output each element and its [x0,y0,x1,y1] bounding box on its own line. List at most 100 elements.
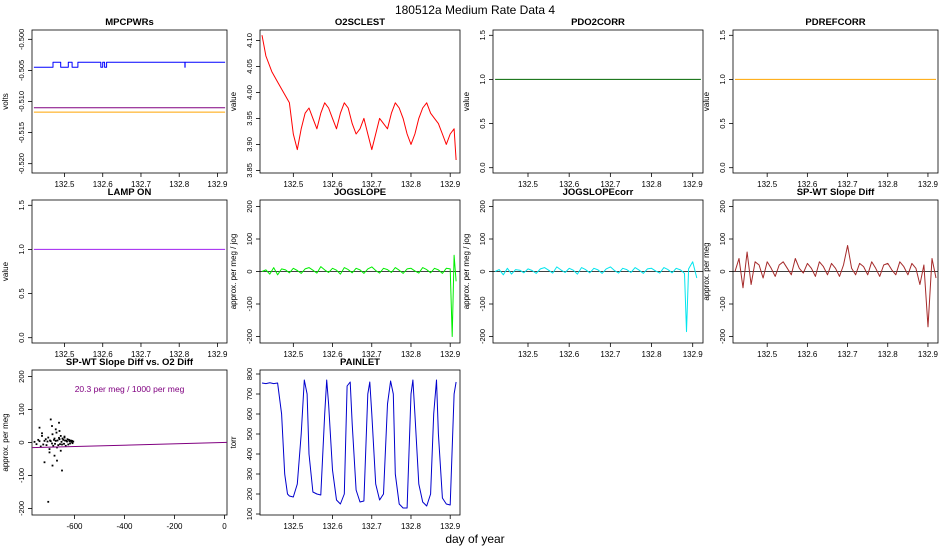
x-tick-label: 132.6 [797,350,818,359]
y-tick-label: 1.5 [478,30,487,40]
scatter-point [68,440,71,443]
y-axis-label: approx. per meg [1,413,10,471]
scatter-point [59,435,62,437]
scatter-point [49,440,52,443]
x-tick-label: 132.8 [401,350,422,359]
panel-spwtslopediff: SP-WT Slope Diff approx. per meg 132.5 132.… [702,187,939,359]
scatter-point [41,435,43,437]
y-tick-label: 0 [17,440,26,444]
scatter-point [63,436,66,439]
plot-area [261,379,457,509]
y-tick-label: 3.90 [245,137,254,152]
scatter-point [45,444,48,447]
y-tick-label: -0.505 [17,60,26,81]
panel-title: MPCPWRs [105,17,154,28]
y-tick-label: 100 [245,508,254,521]
x-tick-label: 132.6 [93,180,114,189]
chart-panels: MPCPWRs volts 132.5 132.6 132.7 132.8 132.9 -0.… [1,17,939,531]
scatter-point [64,444,67,447]
fit-line [32,441,227,449]
scatter-point [48,451,51,454]
scatter-point [54,439,57,442]
plot-area [261,35,457,161]
y-tick-label: 4.10 [245,33,254,48]
panel-title: SP-WT Slope Diff vs. O2 Diff [66,357,194,368]
x-tick-label: 132.5 [283,350,304,359]
x-tick-label: 132.6 [559,350,580,359]
y-tick-label: 0.5 [17,288,26,298]
scatter-point [63,435,66,438]
scatter-point [71,439,73,442]
x-tick-label: 132.9 [918,180,939,189]
x-tick-label: 132.5 [54,180,75,189]
y-axis-label: approx. per meg / jog [462,234,471,310]
y-tick-label: 4.00 [245,85,254,100]
plot-area [493,261,703,333]
scatter-point [58,421,60,424]
x-tick-label: 132.8 [878,350,899,359]
y-tick-label: 200 [478,200,487,213]
x-tick-label: 132.8 [642,180,663,189]
y-tick-label: 3.85 [245,163,254,178]
y-tick-label: 100 [245,233,254,246]
x-tick-label: 132.5 [518,180,539,189]
scatter-point [61,469,63,472]
figure-xlabel: day of year [445,532,504,546]
y-tick-label: -200 [718,329,727,344]
y-tick-label: 800 [245,368,254,381]
scatter-point [48,448,51,450]
scatter-point [33,440,36,443]
x-tick-label: 132.7 [838,350,859,359]
x-tick-label: 132.9 [207,350,228,359]
x-tick-label: 132.8 [878,180,899,189]
plot-area [260,254,460,337]
series-line [33,61,226,68]
series-line [494,261,698,333]
y-tick-label: 1.0 [718,74,727,84]
x-tick-label: 132.5 [518,350,539,359]
scatter-point [58,438,61,441]
x-tick-label: -200 [166,522,183,531]
scatter-point [49,418,52,421]
scatter-point [47,436,50,439]
series-line [261,379,457,509]
panel-title: JOGSLOPE [334,187,386,198]
plot-frame [732,29,939,174]
series-line [734,245,937,328]
scatter-point [53,438,55,441]
scatter-point [54,428,57,431]
panel-title: LAMP ON [108,187,152,198]
y-tick-label: 0.0 [718,162,727,172]
scatter-point [56,459,58,462]
scatter-point [43,439,46,442]
x-tick-label: 132.7 [362,350,383,359]
plot-frame [31,199,228,344]
y-tick-label: -0.515 [17,122,26,143]
scatter-point [70,440,73,443]
scatter-point [46,440,49,443]
panel-title: SP-WT Slope Diff [797,187,875,198]
y-tick-label: 300 [245,468,254,481]
scatter-point [57,444,60,447]
scatter-point [44,438,47,441]
y-tick-label: -200 [245,329,254,344]
y-tick-label: 4.05 [245,59,254,74]
plot-area [33,61,226,113]
y-tick-label: -100 [718,296,727,311]
y-tick-label: 1.5 [718,30,727,40]
scatter-point [60,440,63,443]
y-tick-label: -100 [478,296,487,311]
x-tick-label: 132.9 [918,350,939,359]
x-tick-label: 132.6 [559,180,580,189]
y-tick-label: 400 [245,448,254,461]
x-tick-label: 132.5 [757,180,778,189]
y-tick-label: 100 [718,233,727,246]
x-tick-label: 132.6 [323,180,344,189]
y-tick-label: 0 [718,269,727,273]
y-tick-label: 0 [478,269,487,273]
panel-title: PDO2CORR [571,17,625,28]
y-tick-label: 1.0 [478,74,487,84]
scatter-point [35,443,38,446]
panel-lampon: LAMP ON value 132.5 132.6 132.7 132.8 132.9 0.0… [1,187,228,359]
x-tick-label: 132.5 [54,350,75,359]
